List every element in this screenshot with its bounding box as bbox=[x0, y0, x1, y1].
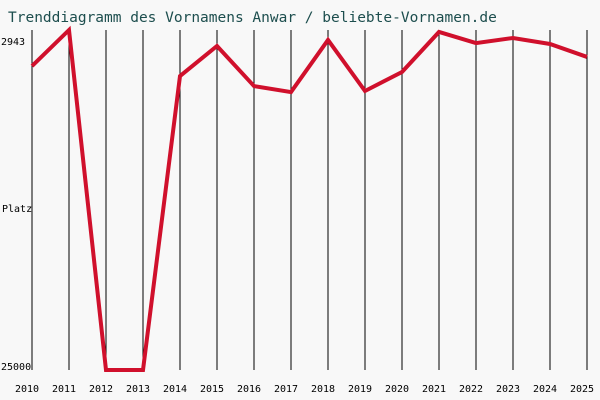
x-tick-label: 2019 bbox=[348, 384, 372, 395]
data-line bbox=[30, 25, 588, 372]
x-tick-label: 2025 bbox=[570, 384, 594, 395]
x-tick-label: 2021 bbox=[422, 384, 446, 395]
y-axis-label: Platz bbox=[2, 204, 32, 215]
x-tick-label: 2024 bbox=[533, 384, 557, 395]
x-tick-label: 2023 bbox=[496, 384, 520, 395]
x-tick-label: 2017 bbox=[274, 384, 298, 395]
x-tick-label: 2011 bbox=[52, 384, 76, 395]
x-tick-label: 2010 bbox=[15, 384, 39, 395]
y-tick-label: 2943 bbox=[1, 37, 25, 48]
x-tick-label: 2022 bbox=[459, 384, 483, 395]
x-tick-label: 2016 bbox=[237, 384, 261, 395]
y-tick-label: 25000 bbox=[1, 362, 31, 373]
x-tick-label: 2012 bbox=[89, 384, 113, 395]
x-tick-label: 2013 bbox=[126, 384, 150, 395]
x-tick-label: 2018 bbox=[311, 384, 335, 395]
chart-title: Trenddiagramm des Vornamens Anwar / beli… bbox=[8, 10, 497, 26]
x-tick-label: 2015 bbox=[200, 384, 224, 395]
x-tick-label: 2020 bbox=[385, 384, 409, 395]
x-tick-label: 2014 bbox=[163, 384, 187, 395]
